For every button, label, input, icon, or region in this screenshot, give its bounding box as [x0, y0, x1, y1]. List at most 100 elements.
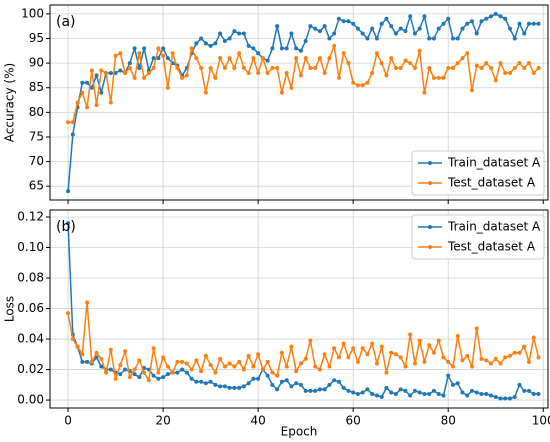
data-point	[398, 355, 403, 360]
data-point	[123, 70, 128, 75]
data-point	[85, 300, 90, 305]
data-point	[507, 353, 512, 358]
data-point	[517, 382, 522, 387]
data-point	[289, 85, 294, 90]
data-point	[218, 31, 223, 36]
data-point	[99, 364, 104, 369]
data-point	[175, 66, 180, 71]
y-tick-label: 0.12	[17, 210, 44, 224]
y-tick-label: 0.08	[17, 271, 44, 285]
data-point	[194, 56, 199, 61]
x-tick-label: 100	[532, 414, 550, 428]
data-point	[313, 388, 318, 393]
data-point	[322, 387, 327, 392]
data-point	[336, 355, 341, 360]
data-point	[436, 26, 441, 31]
y-tick-label: 65	[29, 179, 44, 193]
data-point	[151, 56, 156, 61]
data-point	[165, 56, 170, 61]
data-point	[241, 31, 246, 36]
series-line	[67, 302, 540, 383]
data-point	[522, 388, 527, 393]
legend-label: Train_dataset A	[447, 220, 541, 234]
data-point	[427, 343, 432, 348]
data-point	[75, 100, 80, 105]
data-point	[365, 387, 370, 392]
data-point	[393, 391, 398, 396]
y-tick-label: 0.10	[17, 240, 44, 254]
data-point	[446, 359, 451, 364]
data-point	[507, 70, 512, 75]
data-point	[526, 21, 531, 26]
data-point	[199, 36, 204, 41]
x-tick-label: 40	[250, 414, 265, 428]
data-point	[422, 90, 427, 95]
data-point	[403, 364, 408, 369]
data-point	[108, 100, 113, 105]
data-point	[389, 350, 394, 355]
data-point	[474, 63, 479, 68]
data-point	[232, 66, 237, 71]
data-point	[251, 56, 256, 61]
data-point	[265, 70, 270, 75]
data-point	[355, 391, 360, 396]
data-point	[275, 373, 280, 378]
data-point	[142, 46, 147, 51]
data-point	[189, 367, 194, 372]
data-point	[89, 359, 94, 364]
data-point	[317, 367, 322, 372]
data-point	[460, 56, 465, 61]
data-point	[251, 46, 256, 51]
data-point	[184, 361, 189, 366]
legend-marker	[428, 225, 432, 229]
data-point	[427, 391, 432, 396]
data-point	[484, 391, 489, 396]
y-tick-label: 70	[29, 154, 44, 168]
data-point	[474, 326, 479, 331]
data-point	[327, 382, 332, 387]
data-point	[151, 346, 156, 351]
data-point	[427, 66, 432, 71]
data-point	[275, 387, 280, 392]
data-point	[123, 367, 128, 372]
panel-label: (a)	[56, 14, 76, 30]
data-point	[351, 346, 356, 351]
data-point	[208, 379, 213, 384]
data-point	[113, 376, 118, 381]
legend-label: Train_dataset A	[447, 156, 541, 170]
data-point	[189, 46, 194, 51]
data-point	[384, 370, 389, 375]
data-point	[199, 379, 204, 384]
data-point	[341, 385, 346, 390]
data-point	[156, 376, 161, 381]
data-point	[118, 362, 123, 367]
data-point	[351, 21, 356, 26]
data-point	[498, 396, 503, 401]
data-point	[118, 372, 123, 377]
data-point	[199, 369, 204, 374]
legend-marker	[428, 161, 432, 165]
data-point	[89, 68, 94, 73]
data-point	[450, 36, 455, 41]
data-point	[479, 66, 484, 71]
data-point	[403, 388, 408, 393]
data-point	[360, 346, 365, 351]
data-point	[270, 382, 275, 387]
data-point	[75, 344, 80, 349]
data-point	[232, 29, 237, 34]
data-point	[66, 311, 71, 316]
data-point	[379, 344, 384, 349]
data-point	[332, 31, 337, 36]
data-point	[370, 26, 375, 31]
data-point	[104, 370, 109, 375]
legend-box	[411, 150, 545, 196]
data-point	[180, 359, 185, 364]
data-point	[284, 70, 289, 75]
data-point	[431, 350, 436, 355]
data-point	[94, 102, 99, 107]
x-tick-label: 20	[155, 414, 170, 428]
y-tick-label: 80	[29, 105, 44, 119]
data-point	[455, 334, 460, 338]
data-point	[298, 361, 303, 366]
data-point	[446, 373, 451, 378]
